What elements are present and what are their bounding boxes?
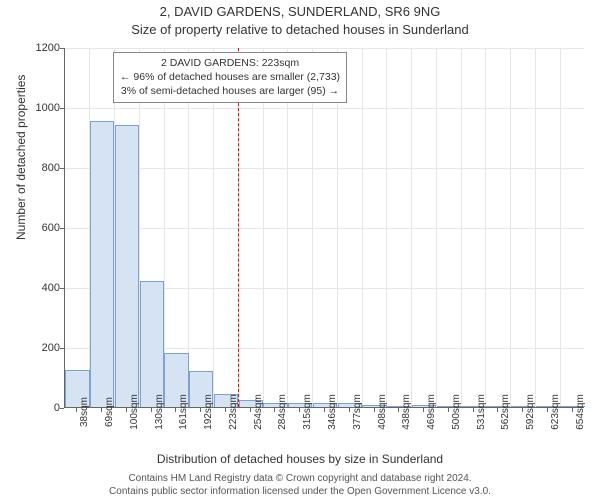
- x-tick-label: 592sqm: [525, 394, 536, 430]
- x-tick-mark: [324, 408, 325, 412]
- x-tick-label: 469sqm: [426, 394, 437, 430]
- x-tick-mark: [225, 408, 226, 412]
- annotation-line-1: 2 DAVID GARDENS: 223sqm: [120, 56, 340, 70]
- x-tick-label: 315sqm: [302, 394, 313, 430]
- x-tick-label: 654sqm: [575, 394, 586, 430]
- x-tick-mark: [101, 408, 102, 412]
- x-tick-mark: [76, 408, 77, 412]
- x-tick-label: 38sqm: [79, 397, 90, 427]
- chart-subtitle: Size of property relative to detached ho…: [0, 22, 600, 37]
- x-tick-mark: [349, 408, 350, 412]
- x-tick-label: 346sqm: [327, 394, 338, 430]
- x-axis-label: Distribution of detached houses by size …: [0, 452, 600, 466]
- x-tick-label: 438sqm: [401, 394, 412, 430]
- y-tick-label: 800: [24, 162, 60, 174]
- y-tick-label: 1000: [24, 102, 60, 114]
- x-tick-mark: [374, 408, 375, 412]
- y-tick-mark: [60, 48, 64, 49]
- x-tick-mark: [200, 408, 201, 412]
- y-axis-label: Number of detached properties: [14, 75, 28, 240]
- x-tick-mark: [151, 408, 152, 412]
- x-tick-mark: [423, 408, 424, 412]
- x-tick-label: 284sqm: [277, 394, 288, 430]
- x-tick-mark: [299, 408, 300, 412]
- histogram-bar: [115, 125, 139, 407]
- x-tick-label: 562sqm: [500, 394, 511, 430]
- y-tick-label: 1200: [24, 42, 60, 54]
- y-tick-mark: [60, 168, 64, 169]
- y-tick-mark: [60, 228, 64, 229]
- footer-attribution: Contains HM Land Registry data © Crown c…: [0, 472, 600, 498]
- x-tick-mark: [126, 408, 127, 412]
- x-tick-label: 223sqm: [228, 394, 239, 430]
- histogram-bar: [90, 121, 114, 408]
- x-tick-mark: [250, 408, 251, 412]
- y-tick-label: 200: [24, 342, 60, 354]
- y-tick-label: 400: [24, 282, 60, 294]
- y-tick-mark: [60, 408, 64, 409]
- x-tick-mark: [572, 408, 573, 412]
- annotation-box: 2 DAVID GARDENS: 223sqm← 96% of detached…: [113, 52, 347, 103]
- x-tick-mark: [274, 408, 275, 412]
- y-tick-label: 600: [24, 222, 60, 234]
- x-tick-mark: [497, 408, 498, 412]
- x-tick-mark: [398, 408, 399, 412]
- chart-title: 2, DAVID GARDENS, SUNDERLAND, SR6 9NG: [0, 4, 600, 19]
- x-tick-label: 254sqm: [253, 394, 264, 430]
- x-tick-mark: [448, 408, 449, 412]
- y-tick-mark: [60, 108, 64, 109]
- chart-container: 2, DAVID GARDENS, SUNDERLAND, SR6 9NG Si…: [0, 0, 600, 500]
- x-tick-label: 623sqm: [550, 394, 561, 430]
- x-tick-mark: [547, 408, 548, 412]
- x-tick-mark: [473, 408, 474, 412]
- y-tick-label: 0: [24, 402, 60, 414]
- x-tick-mark: [175, 408, 176, 412]
- gridline-horizontal: [65, 108, 584, 109]
- gridline-horizontal: [65, 48, 584, 49]
- x-tick-label: 531sqm: [476, 394, 487, 430]
- x-tick-label: 69sqm: [104, 397, 115, 427]
- y-tick-mark: [60, 348, 64, 349]
- x-tick-label: 130sqm: [154, 394, 165, 430]
- x-tick-label: 100sqm: [129, 394, 140, 430]
- annotation-line-3: 3% of semi-detached houses are larger (9…: [120, 84, 340, 98]
- gridline-horizontal: [65, 228, 584, 229]
- plot-area: 2 DAVID GARDENS: 223sqm← 96% of detached…: [64, 48, 584, 408]
- histogram-bar: [140, 281, 164, 407]
- gridline-horizontal: [65, 168, 584, 169]
- x-tick-mark: [522, 408, 523, 412]
- footer-line-2: Contains public sector information licen…: [0, 485, 600, 498]
- x-tick-label: 161sqm: [178, 394, 189, 430]
- x-tick-label: 500sqm: [451, 394, 462, 430]
- y-tick-mark: [60, 288, 64, 289]
- x-tick-label: 377sqm: [352, 394, 363, 430]
- x-tick-label: 408sqm: [377, 394, 388, 430]
- x-tick-label: 192sqm: [203, 394, 214, 430]
- annotation-line-2: ← 96% of detached houses are smaller (2,…: [120, 70, 340, 84]
- footer-line-1: Contains HM Land Registry data © Crown c…: [0, 472, 600, 485]
